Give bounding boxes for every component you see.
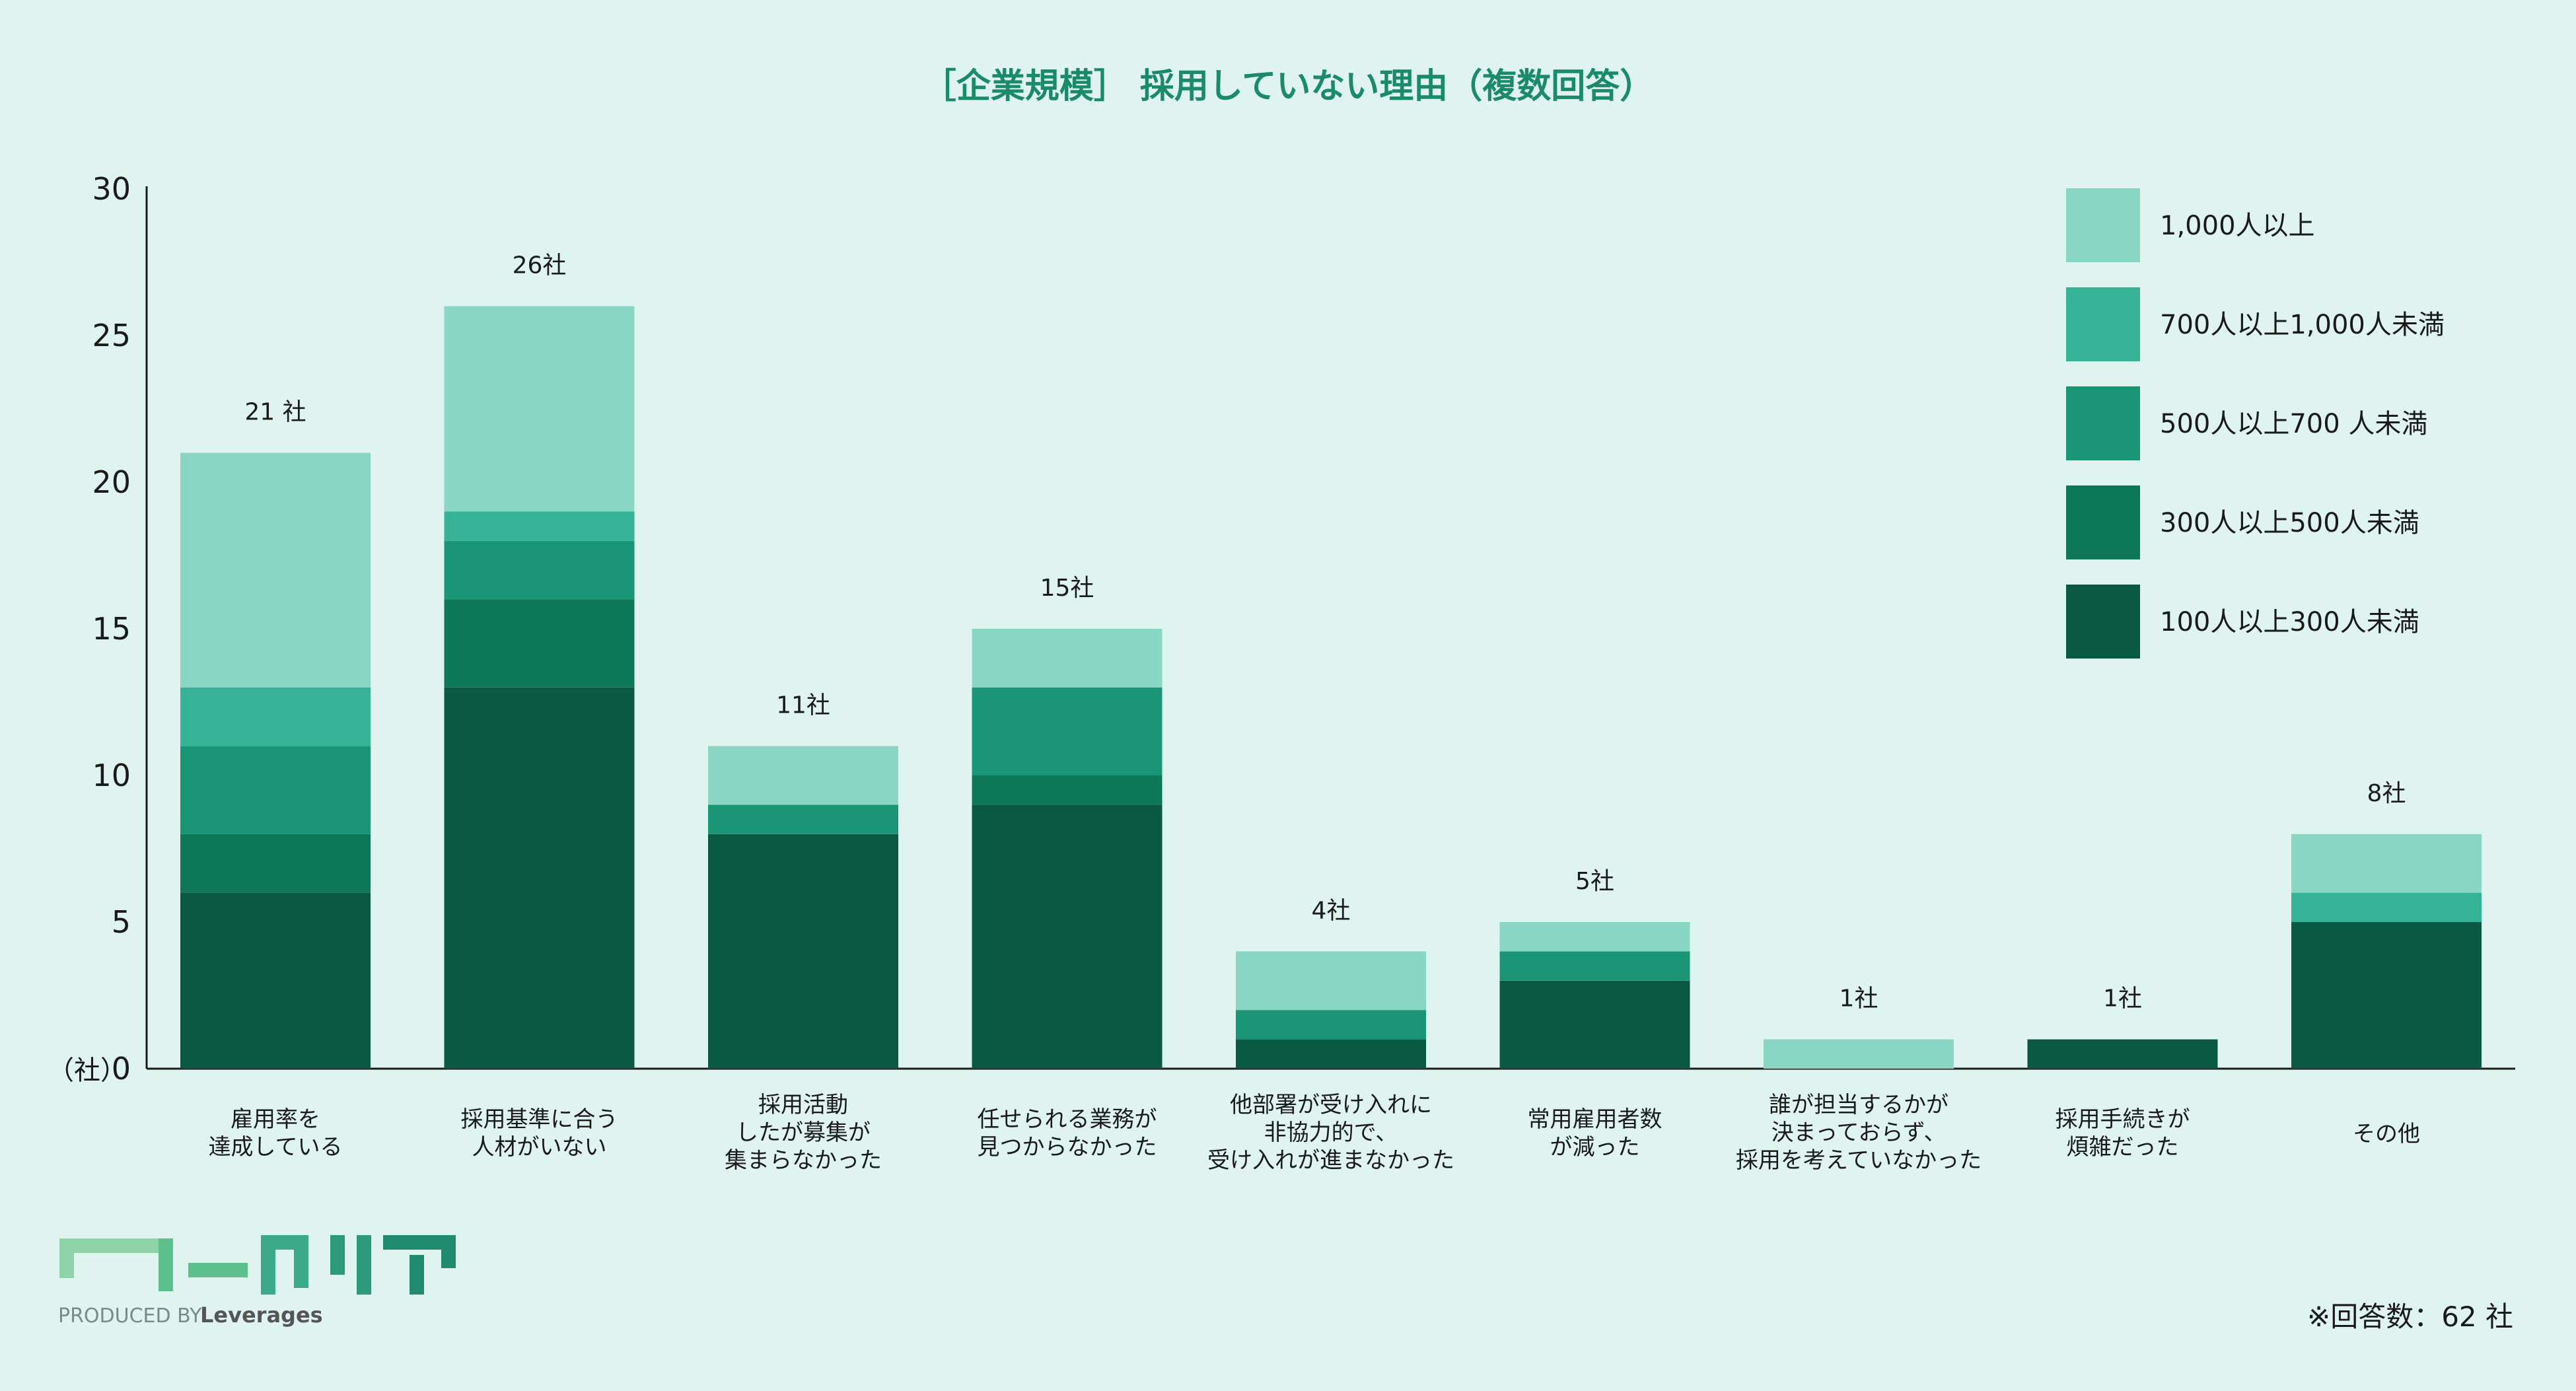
bar-total-label: 21 社 — [244, 399, 306, 426]
y-tick-label: 0 — [112, 1051, 131, 1087]
category-label-line: 常用雇用者数 — [1528, 1106, 1663, 1133]
bar-segment — [444, 306, 635, 512]
response-count-note: ※回答数：62 社 — [2307, 1301, 2513, 1333]
bar-total-label: 11社 — [776, 692, 830, 719]
bars — [180, 306, 2482, 1069]
total-labels: 21 社 26社 11社 15社 4社 5社 1社 1社 8社 — [244, 252, 2406, 1013]
bar-segment — [444, 687, 635, 1069]
category-label-line: 任せられる業務が — [978, 1106, 1157, 1133]
y-tick-label: 25 — [92, 318, 131, 353]
bar-segment — [972, 775, 1163, 805]
legend-swatch — [2066, 287, 2140, 361]
legend: 1,000人以上 700人以上1,000人未満 500人以上700 人未満 300人以… — [2066, 188, 2445, 659]
chart-title: ［企業規模］ 採用していない理由（複数回答） — [922, 67, 1655, 106]
bar-segment — [708, 746, 898, 805]
category-label-line: 決まっておらず、 — [1771, 1120, 1947, 1146]
axes: 0 5 10 15 20 25 30 （社） — [48, 171, 2515, 1087]
bar-segment — [1764, 1039, 1954, 1069]
category-label-line: 誰が担当するかが — [1769, 1092, 1949, 1118]
bar-segment — [708, 804, 898, 834]
legend-label: 700人以上1,000人未満 — [2160, 310, 2445, 340]
bar-segment — [972, 804, 1163, 1069]
category-label-line: したが募集が — [736, 1120, 871, 1146]
bar-segment — [2291, 892, 2482, 922]
bar-segment — [1236, 1039, 1426, 1069]
bar-total-label: 8社 — [2367, 780, 2406, 807]
category-label-line: その他 — [2353, 1121, 2420, 1147]
footer: PRODUCED BY Leverages ※回答数：62 社 — [58, 1235, 2513, 1333]
bar-segment — [972, 687, 1163, 775]
y-axis-unit-label: （社） — [48, 1055, 127, 1086]
legend-swatch — [2066, 188, 2140, 262]
bar-total-label: 5社 — [1575, 868, 1614, 895]
bar-total-label: 26社 — [513, 252, 567, 279]
legend-label: 100人以上300人未満 — [2160, 607, 2419, 637]
bar-segment — [1499, 980, 1690, 1069]
category-label-line: 煩雑だった — [2067, 1134, 2179, 1160]
category-label-line: 採用手続きが — [2056, 1106, 2190, 1133]
y-tick-label: 10 — [92, 758, 131, 793]
bar-total-label: 1社 — [2103, 985, 2142, 1013]
bar-segment — [2291, 834, 2482, 893]
category-label-line: 採用を考えていなかった — [1736, 1147, 1982, 1174]
category-label-line: 受け入れが進まなかった — [1207, 1147, 1454, 1174]
brand-name: Leverages — [200, 1302, 323, 1328]
legend-label: 500人以上700 人未満 — [2160, 409, 2427, 439]
legend-swatch — [2066, 386, 2140, 460]
produced-by-text: PRODUCED BY — [58, 1304, 202, 1328]
bar-total-label: 1社 — [1840, 985, 1878, 1013]
category-label-line: 人材がいない — [472, 1134, 607, 1160]
category-label-line: 見つからなかった — [978, 1134, 1157, 1160]
bar-total-label: 4社 — [1312, 897, 1351, 924]
bar-segment — [1236, 1010, 1426, 1040]
bar-segment — [1499, 922, 1690, 952]
category-label: その他 — [2353, 1121, 2420, 1147]
legend-swatch — [2066, 585, 2140, 659]
legend-label: 300人以上500人未満 — [2160, 508, 2419, 538]
bar-segment — [972, 629, 1163, 688]
bar-segment — [1236, 951, 1426, 1011]
bar-segment — [444, 511, 635, 541]
y-tick-label: 20 — [92, 464, 131, 500]
category-label-line: が減った — [1550, 1134, 1640, 1160]
y-tick-label: 30 — [92, 171, 131, 207]
bar-segment — [444, 599, 635, 688]
bar-segment — [180, 834, 371, 893]
category-label-line: 他部署が受け入れに — [1230, 1092, 1432, 1118]
category-label-line: 雇用率を — [231, 1106, 320, 1133]
bar-segment — [444, 540, 635, 600]
bar-segment — [180, 892, 371, 1069]
category-label-line: 達成している — [209, 1134, 343, 1160]
logo — [59, 1235, 456, 1295]
bar-segment — [180, 687, 371, 746]
bar-segment — [180, 746, 371, 834]
category-label-line: 非協力的で、 — [1264, 1120, 1398, 1146]
bar-segment — [708, 834, 898, 1069]
legend-label: 1,000人以上 — [2160, 211, 2315, 241]
y-tick-label: 15 — [92, 611, 131, 647]
y-tick-label: 5 — [112, 904, 131, 940]
bar-total-label: 15社 — [1040, 575, 1094, 602]
bar-segment — [1499, 951, 1690, 981]
bar-segment — [2291, 922, 2482, 1069]
legend-swatch — [2066, 485, 2140, 559]
bar-segment — [2027, 1039, 2218, 1069]
category-label-line: 集まらなかった — [725, 1147, 882, 1174]
category-label-line: 採用基準に合う — [461, 1106, 618, 1133]
bar-segment — [180, 452, 371, 688]
category-label-line: 採用活動 — [758, 1092, 848, 1118]
